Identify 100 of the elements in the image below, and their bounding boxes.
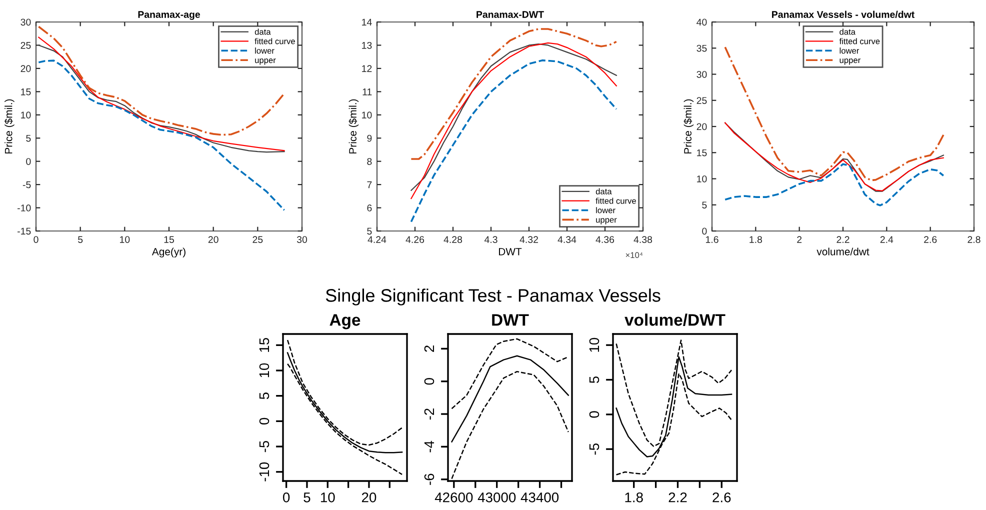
x-axis-title: Age(yr) [152, 248, 186, 258]
y-tick-label: 10 [589, 338, 600, 352]
chart-title: Panamax-age [138, 11, 200, 20]
y-tick-label: 5 [589, 376, 600, 384]
x-tick-label: 42600 [434, 492, 473, 502]
x-tick-label: 4.26 [406, 236, 424, 243]
line-series [724, 46, 944, 182]
legend-label: fitted curve [254, 38, 295, 44]
x-tick-label: 43000 [478, 492, 516, 502]
line-series [451, 338, 569, 410]
x-tick-label: 4.36 [596, 236, 614, 243]
y-tick-label: 30 [696, 70, 707, 78]
y-tick-label: 12 [362, 65, 372, 72]
y-tick-label: 0 [589, 411, 600, 418]
y-tick-label: 6 [367, 204, 372, 212]
text: Single Significant Test - Panamax Vessels [326, 288, 660, 306]
x-tick-label: 2.4 [880, 236, 894, 243]
y-tick-label: -15 [18, 228, 31, 235]
x-tick-label: 4.28 [444, 236, 462, 243]
y-tick-label: 0 [259, 418, 270, 425]
line-series [724, 163, 944, 206]
y-tick-label: 30 [20, 18, 31, 26]
y-tick-label: 5 [259, 392, 270, 400]
legend-label: upper [840, 58, 860, 65]
chart-title: Panamax-DWT [476, 11, 544, 18]
x-tick-label: 0 [34, 236, 38, 243]
y-tick-label: 10 [697, 175, 707, 182]
chart-title: volume/DWT [624, 314, 726, 326]
y-tick-label: -4 [424, 440, 434, 452]
y-tick-label: 15 [697, 149, 707, 156]
y-tick-label: -10 [18, 204, 31, 212]
y-axis-title: Price ($mil.) [4, 99, 14, 154]
y-tick-label: 7 [367, 181, 372, 188]
x-tick-label: 0 [282, 492, 290, 502]
legend-label: data [254, 28, 271, 35]
y-tick-label: 10 [21, 112, 31, 119]
x-tick-label: 2.8 [968, 236, 980, 243]
y-tick-label: -6 [424, 474, 434, 485]
y-tick-label: 13 [362, 42, 372, 49]
y-tick-label: 2 [424, 346, 434, 352]
x-tick-label: 2.2 [668, 492, 687, 502]
line-series [410, 59, 618, 223]
y-tick-label: -2 [424, 408, 434, 420]
y-tick-label: -5 [259, 440, 270, 452]
legend-label: upper [255, 58, 276, 65]
x-tick-label: 1.8 [625, 492, 643, 502]
x-tick-label: 4.24 [368, 236, 386, 243]
x-tick-label: 2.6 [924, 236, 937, 243]
y-tick-label: -5 [22, 181, 31, 188]
chart-title: Panamax Vessels - volume/dwt [772, 10, 914, 18]
x-axis-title: volume/dwt [816, 248, 870, 256]
y-tick-label: 20 [20, 65, 31, 72]
y-tick-label: 14 [362, 18, 372, 26]
legend-label: data [840, 28, 856, 35]
y-tick-label: 5 [26, 134, 31, 142]
y-axis-title: Price ($mil.) [348, 99, 359, 154]
y-tick-label: 35 [696, 44, 707, 52]
x-tick-label: 20 [208, 236, 218, 243]
y-tick-label: 15 [259, 338, 270, 352]
y-tick-label: 11 [362, 88, 372, 96]
x-tick-label: 43400 [520, 492, 559, 502]
y-tick-label: 25 [20, 42, 31, 49]
y-tick-label: -10 [259, 462, 270, 482]
y-tick-label: 8 [367, 158, 372, 165]
line-series [410, 28, 618, 160]
y-tick-label: 10 [362, 112, 372, 119]
line-series [451, 355, 569, 442]
y-tick-label: 5 [702, 202, 707, 208]
x-tick-label: 4.38 [634, 236, 652, 243]
x-tick-label: 2.2 [836, 236, 850, 243]
x-tick-label: 1.8 [750, 236, 762, 243]
x-tick-label: 2.6 [712, 492, 731, 502]
x-tick-label: 10 [120, 236, 130, 243]
x-tick-label: 5 [304, 492, 310, 502]
y-tick-label: 0 [702, 228, 707, 235]
chart-title: DWT [492, 314, 529, 326]
legend-label: fitted curve [839, 38, 880, 44]
x-tick-label: 2 [797, 236, 802, 243]
x-tick-label: 15 [164, 236, 174, 243]
line-series [38, 60, 286, 212]
chart-title: Age [330, 314, 360, 330]
x-tick-label: 10 [320, 492, 335, 502]
x-axis-title: DWT [498, 248, 522, 256]
y-tick-label: 5 [367, 228, 372, 235]
y-tick-label: -5 [589, 444, 600, 455]
y-tick-label: 0 [424, 378, 434, 385]
line-series [451, 370, 569, 480]
y-tick-label: 25 [696, 97, 707, 104]
legend-label: upper [596, 218, 617, 224]
y-tick-label: 9 [367, 134, 372, 142]
legend-label: lower [840, 48, 860, 54]
legend-label: lower [255, 48, 274, 54]
y-tick-label: 40 [696, 18, 707, 26]
x-tick-label: 4.3 [484, 236, 498, 243]
text: ×10⁴ [626, 252, 643, 258]
y-tick-label: 20 [696, 123, 707, 130]
y-tick-label: 0 [26, 158, 31, 165]
legend-label: lower [596, 207, 616, 214]
x-tick-label: 4.34 [558, 236, 576, 243]
x-tick-label: 25 [252, 236, 263, 243]
